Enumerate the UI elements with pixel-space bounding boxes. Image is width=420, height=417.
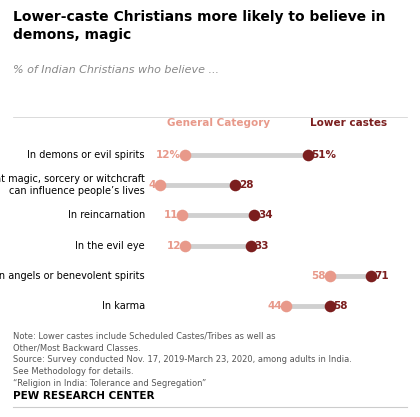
Point	[178, 212, 185, 219]
Point	[368, 272, 374, 279]
Text: Note: Lower castes include Scheduled Castes/Tribes as well as
Other/Most Backwar: Note: Lower castes include Scheduled Cas…	[13, 332, 352, 388]
Text: 12: 12	[166, 241, 181, 251]
Text: In demons or evil spirits: In demons or evil spirits	[27, 150, 145, 160]
Point	[326, 272, 333, 279]
Text: 71: 71	[375, 271, 389, 281]
Text: In karma: In karma	[102, 301, 145, 311]
Text: 58: 58	[333, 301, 348, 311]
Text: 51%: 51%	[312, 150, 336, 160]
Text: 58: 58	[311, 271, 326, 281]
Point	[156, 182, 163, 188]
Point	[232, 182, 239, 188]
Text: Lower-caste Christians more likely to believe in
demons, magic: Lower-caste Christians more likely to be…	[13, 10, 385, 42]
Text: In angels or benevolent spirits: In angels or benevolent spirits	[0, 271, 145, 281]
Text: 44: 44	[267, 301, 282, 311]
Text: In the evil eye: In the evil eye	[75, 241, 145, 251]
Text: 33: 33	[255, 241, 269, 251]
Point	[251, 212, 257, 219]
Text: 34: 34	[258, 210, 273, 220]
Text: PEW RESEARCH CENTER: PEW RESEARCH CENTER	[13, 391, 154, 401]
Point	[304, 151, 311, 158]
Text: 28: 28	[239, 180, 254, 190]
Text: That magic, sorcery or witchcraft
can influence people’s lives: That magic, sorcery or witchcraft can in…	[0, 174, 145, 196]
Text: Lower castes: Lower castes	[310, 118, 387, 128]
Point	[181, 151, 188, 158]
Text: In reincarnation: In reincarnation	[68, 210, 145, 220]
Text: % of Indian Christians who believe ...: % of Indian Christians who believe ...	[13, 65, 218, 75]
Text: 11: 11	[163, 210, 178, 220]
Text: General Category: General Category	[167, 118, 270, 128]
Text: 12%: 12%	[156, 150, 181, 160]
Point	[326, 303, 333, 309]
Point	[181, 242, 188, 249]
Point	[248, 242, 255, 249]
Text: 4: 4	[148, 180, 156, 190]
Point	[282, 303, 289, 309]
